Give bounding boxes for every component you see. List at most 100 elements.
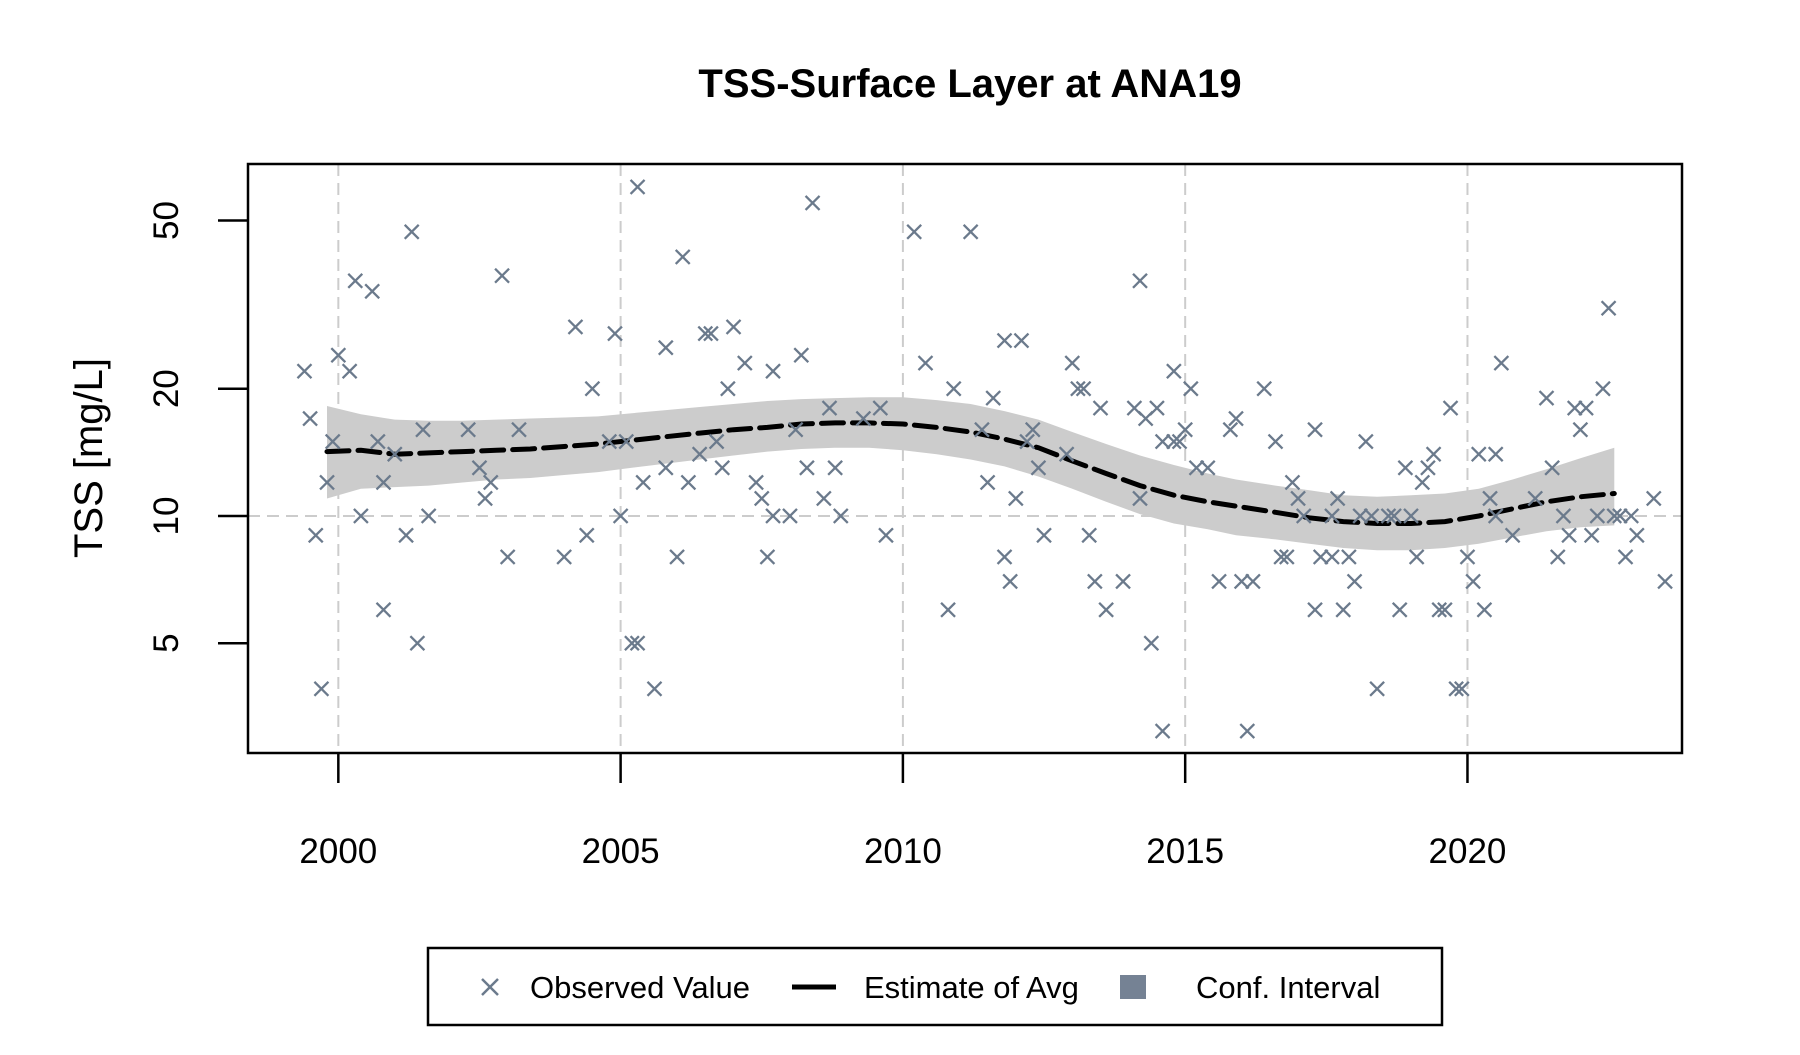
observed-point (1380, 508, 1397, 524)
observed-point (1324, 549, 1340, 565)
observed-point (1177, 421, 1193, 438)
observed-point (1024, 421, 1041, 438)
y-tick-label: 50 (147, 201, 186, 240)
observed-point (1645, 490, 1662, 507)
estimate-line (324, 420, 1617, 526)
observed-point (917, 355, 934, 371)
observed-point (827, 459, 843, 476)
observed-point (375, 601, 392, 618)
observed-point (979, 474, 996, 491)
observed-point (607, 325, 623, 342)
observed-point (697, 325, 714, 342)
observed-point (420, 508, 437, 524)
x-tick-label: 2010 (864, 832, 942, 871)
observed-point (737, 355, 753, 371)
observed-point (1273, 549, 1289, 565)
observed-point (1081, 527, 1098, 544)
x-tick-label: 2020 (1429, 832, 1507, 871)
observed-point (878, 527, 894, 544)
observed-point (1572, 421, 1589, 438)
observed-point (782, 508, 798, 524)
observed-point (1115, 573, 1131, 590)
legend-box (426, 946, 1444, 1027)
observed-point (1132, 490, 1148, 507)
observed-point (1358, 433, 1374, 450)
observed-point (1007, 490, 1024, 507)
observed-point (1324, 508, 1340, 524)
observed-point (1504, 527, 1521, 544)
observed-point (1629, 527, 1645, 544)
observed-point (556, 549, 572, 565)
observed-point (1284, 474, 1301, 491)
observed-point (460, 421, 476, 438)
observed-point (1064, 355, 1081, 371)
observed-point (1487, 446, 1504, 462)
observed-point (482, 474, 499, 491)
observed-point (1132, 272, 1148, 289)
observed-point (1199, 459, 1216, 476)
observed-point (319, 474, 335, 491)
observed-point (680, 474, 697, 491)
observed-point (330, 347, 347, 364)
observed-point (302, 410, 318, 427)
observed-point (624, 635, 640, 652)
observed-point (1544, 459, 1560, 476)
observed-point (1058, 446, 1075, 462)
observed-point (1329, 490, 1346, 507)
observed-point (324, 433, 341, 450)
observed-point (403, 224, 420, 240)
observed-point (1623, 508, 1640, 524)
observed-point (1397, 459, 1414, 476)
observed-point (759, 549, 776, 565)
observed-point (804, 195, 821, 211)
observed-point (657, 459, 674, 476)
observed-point (1566, 400, 1583, 416)
observed-point (1075, 380, 1092, 397)
observed-point (1312, 549, 1329, 565)
observed-point (341, 363, 358, 380)
observed-point (386, 446, 403, 462)
observed-point (1188, 459, 1205, 476)
observed-point (398, 527, 414, 544)
observed-point (1470, 446, 1487, 462)
observed-point (1442, 400, 1459, 416)
observed-point (753, 490, 770, 507)
observed-point (1403, 508, 1419, 524)
x-tick-label: 2000 (299, 832, 377, 871)
observed-point (793, 347, 810, 364)
observed-point (1369, 681, 1385, 697)
observed-point (1171, 433, 1188, 450)
observed-point (1476, 601, 1493, 618)
observed-point (1538, 390, 1555, 406)
observed-point (1493, 355, 1510, 371)
observed-point (1527, 490, 1544, 507)
observed-point (832, 508, 849, 524)
observed-point (1414, 474, 1431, 491)
observed-point (1290, 490, 1306, 507)
observed-point (703, 325, 719, 342)
observed-point (1437, 601, 1453, 618)
observed-point (1386, 508, 1402, 524)
observed-point (1335, 601, 1352, 618)
observed-point (720, 380, 736, 397)
observed-point (1256, 380, 1273, 397)
observed-point (1228, 410, 1244, 427)
observed-point (765, 363, 781, 380)
observed-point (821, 400, 838, 416)
legend-ci-symbol (1120, 975, 1146, 999)
observed-point (1589, 508, 1606, 524)
observed-point (985, 390, 1002, 406)
observed-point (296, 363, 313, 380)
y-tick-label: 20 (147, 369, 186, 408)
observed-point (1154, 433, 1171, 450)
observed-point (1555, 508, 1572, 524)
observed-point (364, 283, 381, 300)
observed-point (725, 319, 742, 335)
chart-title: TSS-Surface Layer at ANA19 (698, 62, 1241, 106)
observed-point (1454, 681, 1470, 697)
y-tick-label: 10 (147, 497, 186, 536)
observed-point (669, 549, 685, 565)
plot-area (248, 164, 1682, 753)
observed-point (940, 601, 956, 618)
